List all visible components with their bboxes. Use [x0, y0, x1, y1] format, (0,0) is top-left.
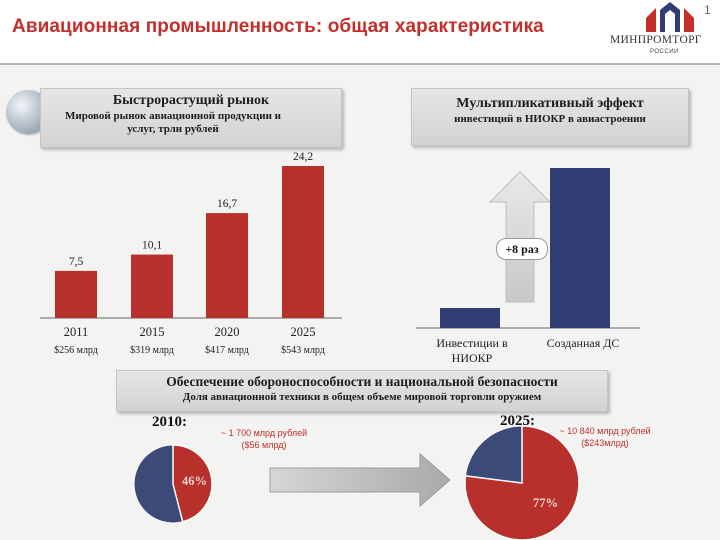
pie-2025-note-2: ($243млрд): [581, 438, 629, 448]
defense-panel-header: Обеспечение обороноспособности и национа…: [116, 370, 608, 412]
pie-2025-note-1: ~ 10 840 млрд рублей: [559, 426, 651, 436]
market-panel-title: Быстрорастущий рынок: [112, 93, 270, 108]
market-usd-label: $319 млрд: [130, 345, 174, 356]
market-usd-label: $543 млрд: [281, 345, 325, 356]
pie-2010-year: 2010:: [152, 414, 187, 430]
defense-panel-title: Обеспечение обороноспособности и национа…: [166, 374, 558, 389]
market-usd-label: $256 млрд: [54, 345, 98, 356]
pie-2010-note-1: ~ 1 700 млрд рублей: [220, 428, 308, 438]
market-year-label: 2015: [140, 325, 165, 339]
header-divider: [0, 63, 720, 65]
defense-panel-subtitle: Доля авиационной техники в общем объеме …: [182, 391, 542, 403]
pie-2025-aviation-slice: [464, 425, 580, 540]
market-panel-header: Быстрорастущий рынок Мировой рынок авиац…: [40, 88, 342, 148]
multiplier-panel-title: Мультипликативный эффект: [456, 96, 644, 111]
market-value-label: 10,1: [142, 240, 162, 252]
market-year-label: 2020: [215, 325, 240, 339]
logo-name: МИНПРОМТОРГ: [610, 34, 702, 46]
market-year-label: 2025: [291, 325, 316, 339]
pie-2025-label: 77%: [533, 496, 558, 510]
market-bar-2011: [55, 270, 97, 318]
page-title: Авиационная промышленность: общая характ…: [12, 16, 544, 37]
pie-2010-label: 46%: [182, 474, 207, 488]
multiplier-category-investments: Инвестиции в НИОКР: [436, 336, 508, 365]
market-value-label: 7,5: [69, 256, 84, 268]
multiplier-badge: +8 раз: [496, 238, 548, 260]
header-bar: [0, 0, 720, 64]
market-year-label: 2011: [64, 325, 89, 339]
market-bar-2015: [131, 254, 173, 318]
pie-2010-aviation-slice: [172, 444, 213, 523]
market-bar-2020: [206, 213, 248, 318]
multiplier-panel-header: Мультипликативный эффект инвестиций в НИ…: [411, 88, 689, 146]
page-number: 1: [704, 3, 711, 17]
multiplier-arrow: [488, 171, 552, 303]
pie-2025-year: 2025:: [500, 413, 535, 429]
market-bar-2025: [282, 166, 324, 318]
market-panel-subtitle: Мировой рынок авиационной продукции и ус…: [64, 110, 281, 135]
pie-2010-note-2: ($56 млрд): [241, 440, 287, 450]
logo-country: РОССИИ: [650, 49, 679, 55]
multiplier-panel-subtitle: инвестиций в НИОКР в авиастроении: [454, 113, 646, 125]
market-usd-label: $417 млрд: [205, 345, 249, 356]
market-value-label: 16,7: [217, 198, 237, 210]
ministry-logo-icon: [646, 2, 694, 32]
transition-arrow: [269, 452, 451, 508]
market-value-label: 24,2: [293, 151, 313, 163]
multiplier-bar-1: [440, 308, 500, 328]
multiplier-bar-2: [550, 168, 610, 328]
multiplier-category-value: Созданная ДС: [546, 336, 620, 350]
